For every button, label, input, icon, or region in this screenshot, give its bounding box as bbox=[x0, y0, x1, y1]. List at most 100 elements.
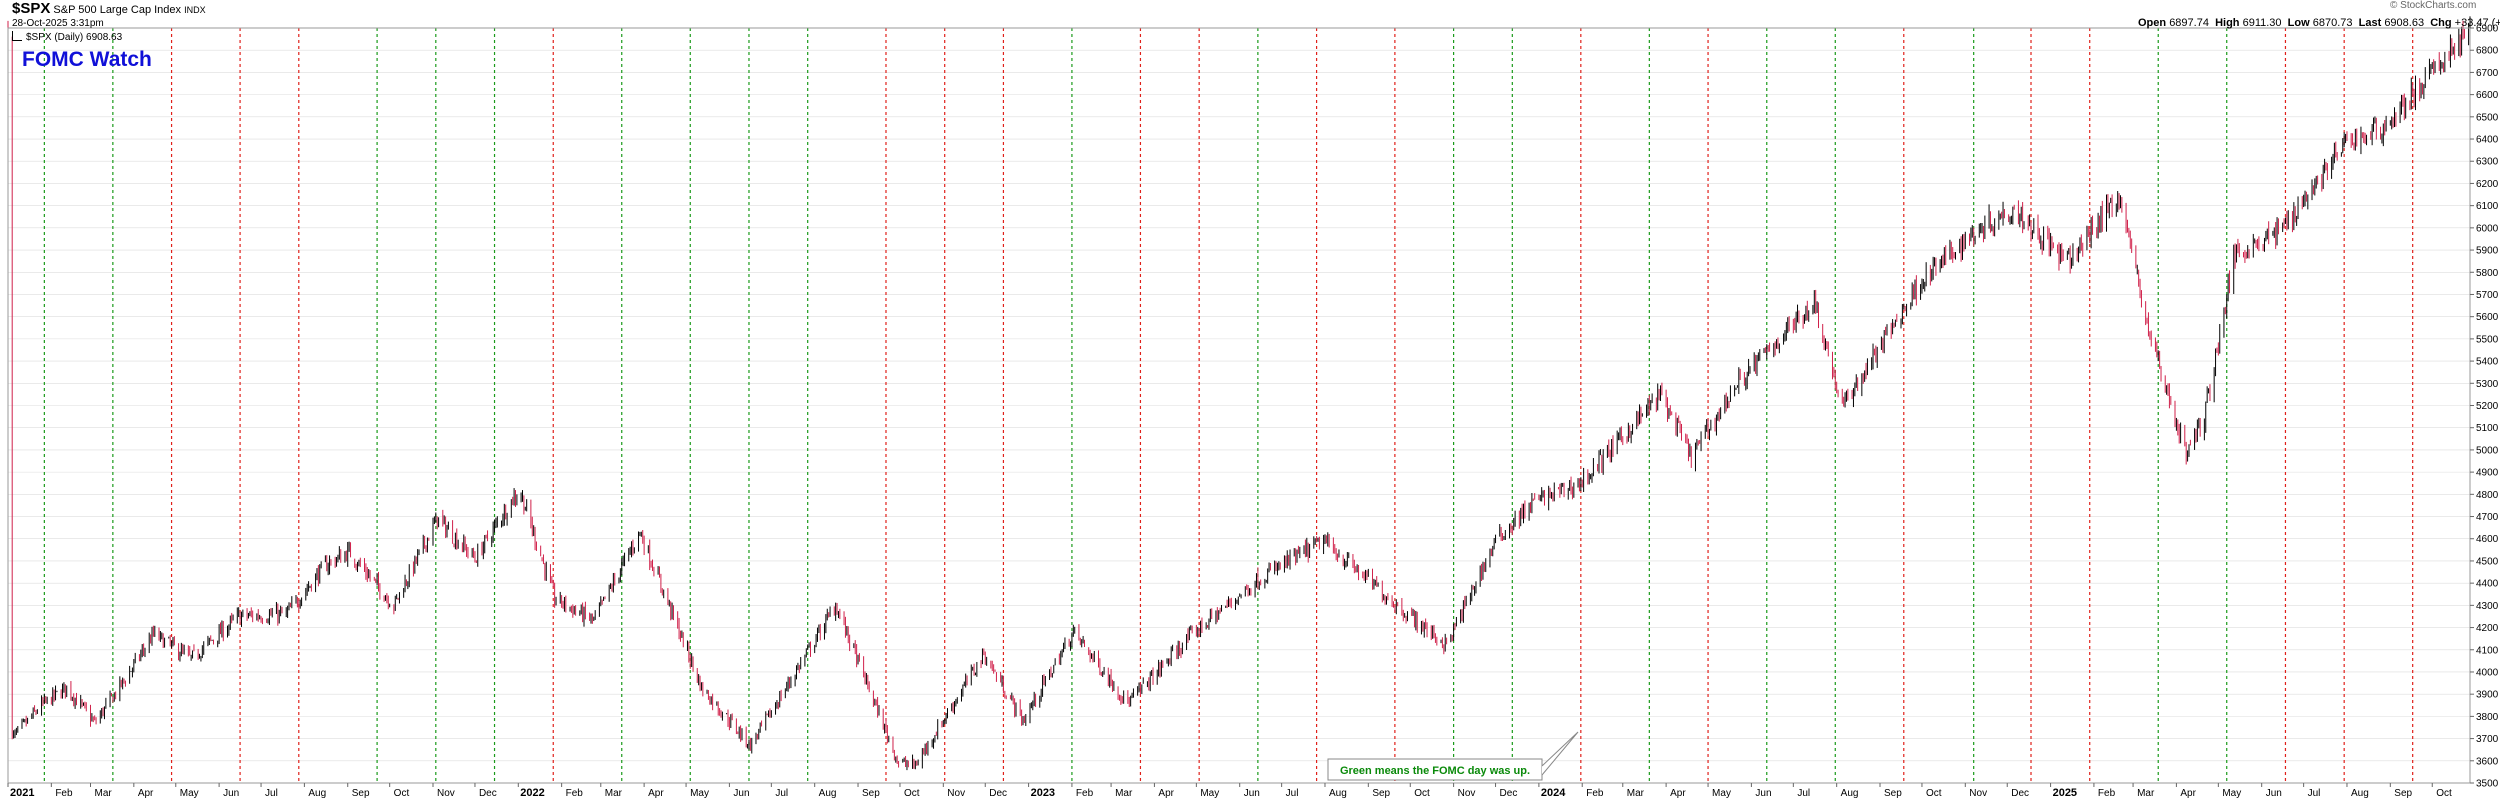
y-tick-label: 5800 bbox=[2476, 268, 2499, 279]
x-tick-label: Oct bbox=[394, 788, 410, 799]
x-tick-label: Nov bbox=[1458, 788, 1476, 799]
x-tick-label: Oct bbox=[904, 788, 920, 799]
y-tick-label: 5600 bbox=[2476, 312, 2499, 323]
fomc-title: FOMC Watch bbox=[22, 48, 152, 71]
x-tick-label: 2024 bbox=[1541, 787, 1566, 799]
low-value: 6870.73 bbox=[2312, 17, 2353, 29]
legend-text: $SPX (Daily) 6908.63 bbox=[26, 32, 123, 43]
x-tick-label: Jun bbox=[2266, 788, 2282, 799]
x-tick-label: Sep bbox=[2394, 788, 2412, 799]
y-tick-label: 6100 bbox=[2476, 201, 2499, 212]
y-tick-label: 3600 bbox=[2476, 756, 2499, 767]
x-tick-label: Aug bbox=[1329, 788, 1347, 799]
x-tick-label: Mar bbox=[94, 788, 112, 799]
y-tick-label: 6200 bbox=[2476, 179, 2499, 190]
y-tick-label: 6800 bbox=[2476, 46, 2499, 57]
x-tick-label: Jun bbox=[1755, 788, 1771, 799]
x-tick-label: Aug bbox=[2351, 788, 2369, 799]
y-tick-label: 5700 bbox=[2476, 290, 2499, 301]
y-tick-label: 3900 bbox=[2476, 690, 2499, 701]
x-tick-label: Oct bbox=[2436, 788, 2452, 799]
x-tick-label: Dec bbox=[989, 788, 1007, 799]
x-tick-label: Apr bbox=[2180, 788, 2196, 799]
price-bars bbox=[7, 16, 2471, 771]
high-value: 6911.30 bbox=[2242, 17, 2282, 29]
x-tick-label: Sep bbox=[352, 788, 370, 799]
y-tick-label: 6300 bbox=[2476, 157, 2499, 168]
x-tick-label: Jul bbox=[775, 788, 788, 799]
x-tick-label: May bbox=[690, 788, 709, 799]
legend-swatch-icon bbox=[12, 31, 22, 41]
x-tick-label: Sep bbox=[1372, 788, 1390, 799]
y-tick-label: 6700 bbox=[2476, 68, 2499, 79]
x-tick-label: Nov bbox=[437, 788, 455, 799]
x-tick-label: Sep bbox=[862, 788, 880, 799]
callout-text: Green means the FOMC day was up. bbox=[1340, 765, 1530, 777]
y-tick-label: 5400 bbox=[2476, 357, 2499, 368]
x-tick-label: Aug bbox=[308, 788, 326, 799]
x-tick-label: 2023 bbox=[1031, 787, 1055, 799]
callout: Green means the FOMC day was up. bbox=[1327, 731, 1579, 781]
x-tick-label: Feb bbox=[1076, 788, 1094, 799]
exchange-tag: INDX bbox=[184, 5, 206, 15]
x-tick-label: Oct bbox=[1414, 788, 1430, 799]
x-tick-label: Jun bbox=[733, 788, 749, 799]
x-tick-label: Apr bbox=[1158, 788, 1174, 799]
x-tick-label: Dec bbox=[479, 788, 497, 799]
y-tick-label: 6600 bbox=[2476, 90, 2499, 101]
brand-logo: © StockCharts.com bbox=[2390, 0, 2477, 11]
x-tick-label: Feb bbox=[55, 788, 73, 799]
symbol-text: $SPX bbox=[12, 0, 51, 17]
x-tick-label: Feb bbox=[1586, 788, 1604, 799]
x-tick-label: Mar bbox=[1627, 788, 1645, 799]
x-tick-label: Aug bbox=[1841, 788, 1859, 799]
change-value: +33.47 (+0.49%) bbox=[2454, 17, 2500, 29]
open-value: 6897.74 bbox=[2169, 17, 2209, 29]
x-tick-label: Apr bbox=[138, 788, 154, 799]
y-tick-label: 5000 bbox=[2476, 445, 2499, 456]
y-tick-label: 3500 bbox=[2476, 779, 2499, 790]
series-legend: $SPX (Daily) 6908.63 bbox=[12, 31, 122, 43]
x-tick-label: Aug bbox=[819, 788, 837, 799]
x-tick-label: Sep bbox=[1884, 788, 1902, 799]
x-tick-label: Apr bbox=[1670, 788, 1686, 799]
x-tick-label: May bbox=[1200, 788, 1219, 799]
y-tick-label: 6500 bbox=[2476, 112, 2499, 123]
x-tick-label: Jul bbox=[1286, 788, 1299, 799]
last-value: 6908.63 bbox=[2384, 17, 2425, 29]
x-tick-label: Mar bbox=[1115, 788, 1133, 799]
x-tick-label: May bbox=[1712, 788, 1731, 799]
x-tick-label: Feb bbox=[566, 788, 584, 799]
x-tick-label: May bbox=[2222, 788, 2241, 799]
y-tick-label: 5500 bbox=[2476, 334, 2499, 345]
timestamp: 28-Oct-2025 3:31pm bbox=[12, 18, 104, 29]
x-tick-label: Jun bbox=[1244, 788, 1260, 799]
y-tick-label: 6000 bbox=[2476, 223, 2499, 234]
x-tick-label: Jul bbox=[1797, 788, 1810, 799]
x-tick-label: Dec bbox=[2011, 788, 2029, 799]
y-tick-label: 4100 bbox=[2476, 645, 2499, 656]
x-tick-label: Dec bbox=[1500, 788, 1518, 799]
y-tick-label: 3700 bbox=[2476, 734, 2499, 745]
callout-pointer bbox=[1541, 731, 1579, 776]
y-tick-label: 4400 bbox=[2476, 579, 2499, 590]
x-tick-label: Feb bbox=[2098, 788, 2116, 799]
x-tick-label: Jul bbox=[265, 788, 278, 799]
y-tick-label: 3800 bbox=[2476, 712, 2499, 723]
y-tick-label: 5200 bbox=[2476, 401, 2499, 412]
x-tick-label: Nov bbox=[947, 788, 965, 799]
y-tick-label: 4300 bbox=[2476, 601, 2499, 612]
y-tick-label: 4500 bbox=[2476, 556, 2499, 567]
y-tick-label: 6400 bbox=[2476, 135, 2499, 146]
x-tick-label: Mar bbox=[2137, 788, 2155, 799]
x-tick-label: Nov bbox=[1969, 788, 1987, 799]
y-tick-label: 5900 bbox=[2476, 246, 2499, 257]
y-tick-label: 4800 bbox=[2476, 490, 2499, 501]
y-tick-label: 4700 bbox=[2476, 512, 2499, 523]
axes: 3500 3600 3700 3800 3900 4000 4100 4200 4300 4400… bbox=[7, 24, 2499, 799]
symbol-title: $SPX S&P 500 Large Cap Index INDX bbox=[12, 0, 206, 17]
index-name: S&P 500 Large Cap Index bbox=[53, 4, 182, 16]
x-tick-label: 2022 bbox=[520, 787, 544, 799]
